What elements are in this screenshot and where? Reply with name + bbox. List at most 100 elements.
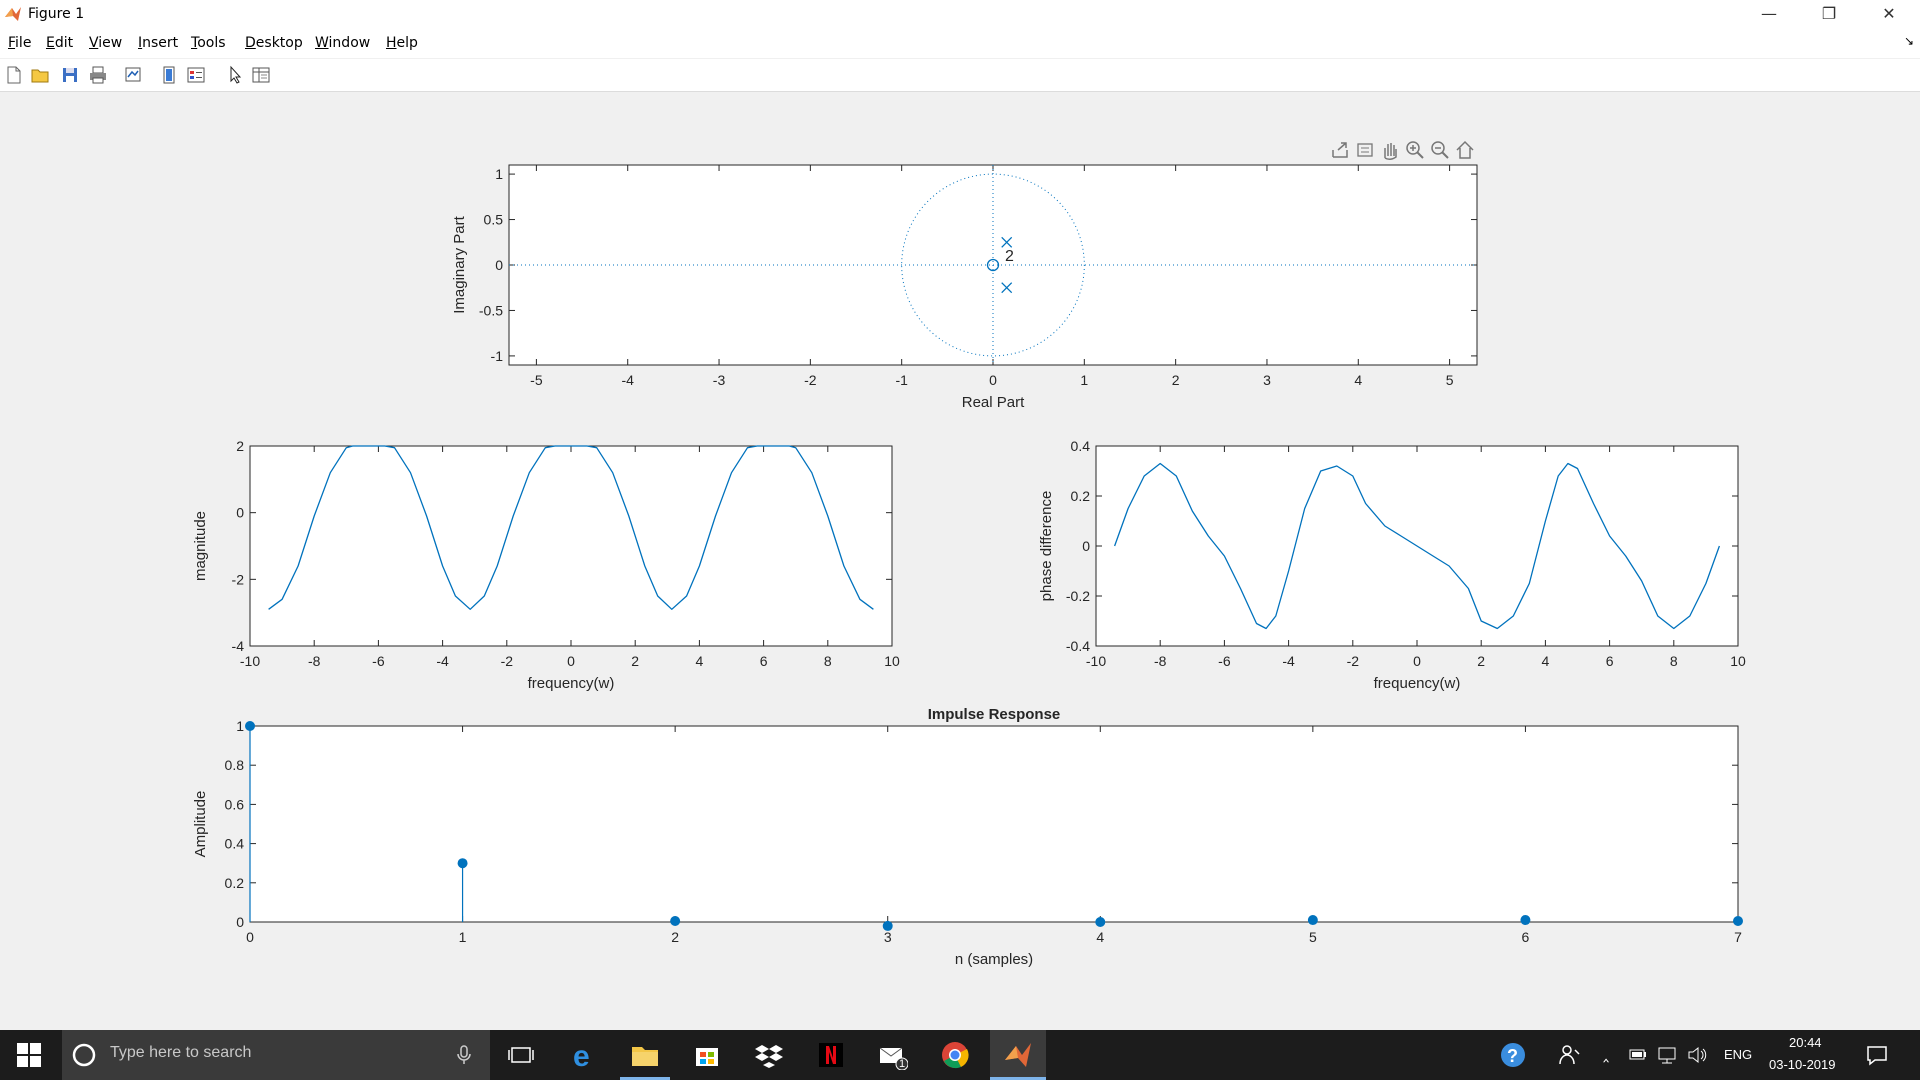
menu-insert[interactable]: Insert: [138, 35, 179, 51]
pan-icon-shape: [1384, 143, 1397, 161]
pz-zero-marker: [986, 258, 1000, 272]
pz-pole-stroke: [1001, 282, 1013, 294]
windows-start-icon[interactable]: [16, 1042, 42, 1068]
menu-help[interactable]: Help: [386, 35, 418, 51]
pole-zero-xtick-label: -4: [621, 372, 634, 388]
phase-ytick-label: 0.2: [1071, 488, 1091, 504]
task-view-icon[interactable]: [506, 1040, 536, 1070]
magnitude-axes-box: [249, 445, 893, 647]
matlab-icon[interactable]: [1003, 1040, 1033, 1070]
clock-date[interactable]: 03-10-2019: [1769, 1057, 1836, 1072]
pz-unit-circle: [901, 173, 1085, 357]
zoom-out-icon-handle: [1441, 151, 1449, 159]
magnitude-ytick-label: -4: [232, 638, 245, 654]
zoom-out-icon[interactable]: [1430, 140, 1450, 160]
impulse-stem-marker: [1095, 917, 1106, 927]
pan-icon-hitbox: [1380, 140, 1400, 160]
magnitude-series-line: [268, 445, 874, 610]
volume-icon[interactable]: [1686, 1044, 1708, 1066]
pole-zero-ytick-label: 1: [495, 166, 503, 182]
menu-desktop[interactable]: Desktop: [245, 35, 303, 51]
notifications-icon[interactable]: [1865, 1043, 1889, 1067]
magnitude-xtick-label: 8: [824, 653, 832, 669]
phase-xtick-label: 6: [1606, 653, 1614, 669]
pz-zero-multiplicity: 2: [1005, 248, 1014, 265]
cortana-icon: [72, 1043, 96, 1067]
open-file-icon[interactable]: [30, 65, 50, 85]
menu-edit[interactable]: Edit: [46, 35, 74, 51]
minimize-button[interactable]: —: [1761, 4, 1777, 23]
print-icon[interactable]: [88, 65, 108, 85]
new-figure-icon[interactable]: [4, 65, 24, 85]
microphone-icon[interactable]: [454, 1044, 474, 1066]
pan-icon[interactable]: [1380, 140, 1400, 161]
home-icon[interactable]: [1455, 140, 1475, 160]
network-icon[interactable]: [1656, 1044, 1678, 1066]
magnitude-ytick-label: 0: [236, 505, 244, 521]
edit-plot-icon[interactable]: [225, 65, 245, 85]
impulse-xlabel: n (samples): [955, 951, 1033, 968]
show-hidden-icons-icon[interactable]: ‸: [1603, 1042, 1610, 1062]
insert-colorbar-icon[interactable]: [159, 65, 179, 85]
phase-series-line: [1113, 462, 1721, 630]
menu-window[interactable]: Window: [315, 35, 371, 51]
property-inspector-icon[interactable]: [251, 65, 271, 85]
menu-view[interactable]: View: [89, 35, 123, 51]
file-explorer-icon[interactable]: [630, 1040, 660, 1070]
pole-zero-xtick-label: 3: [1263, 372, 1271, 388]
phase-xtick-label: -10: [1086, 653, 1106, 669]
pole-zero-xtick-label: 1: [1080, 372, 1088, 388]
impulse-stem-marker: [245, 721, 255, 731]
language-indicator[interactable]: ENG: [1724, 1047, 1753, 1062]
netflix-icon[interactable]: [816, 1040, 846, 1070]
help-icon[interactable]: ?: [1498, 1040, 1528, 1070]
taskbar-search-box[interactable]: [62, 1030, 490, 1080]
active-app-indicator: [620, 1077, 670, 1080]
magnitude-xtick-label: -10: [240, 653, 260, 669]
magnitude-xtick-label: 4: [696, 653, 704, 669]
close-button[interactable]: ✕: [1882, 4, 1896, 23]
zoom-in-icon[interactable]: [1405, 140, 1425, 160]
pz-pole-stroke: [1001, 236, 1013, 248]
dock-arrow-icon[interactable]: ↘: [1903, 34, 1914, 48]
menu-tools[interactable]: Tools: [191, 35, 226, 51]
magnitude-ytick-label: 2: [236, 438, 244, 454]
dropbox-icon[interactable]: [754, 1040, 784, 1070]
phase-ytick-label: -0.4: [1066, 638, 1090, 654]
mail-icon[interactable]: [878, 1040, 908, 1070]
save-icon[interactable]: [60, 65, 80, 85]
link-plot-icon[interactable]: [123, 65, 143, 85]
menu-file[interactable]: File: [8, 35, 32, 51]
store-icon[interactable]: [692, 1040, 722, 1070]
phase-xtick-label: 10: [1730, 653, 1746, 669]
zoom-in-icon-handle: [1416, 151, 1424, 159]
impulse-ytick-label: 0.8: [225, 757, 245, 773]
clock-time[interactable]: 20:44: [1789, 1035, 1822, 1050]
export-icon[interactable]: [1330, 140, 1350, 160]
impulse-xtick-label: 4: [1096, 929, 1104, 945]
brush-icon[interactable]: [1355, 140, 1375, 160]
insert-legend-icon[interactable]: [186, 65, 206, 85]
impulse-xtick-label: 7: [1734, 929, 1742, 945]
search-placeholder: Type here to search: [110, 1044, 252, 1061]
zoom-in-icon-lens: [1406, 141, 1420, 155]
pz-pole-marker: [1001, 282, 1013, 294]
window-title: Figure 1: [28, 6, 85, 22]
pole-zero-xtick-label: -1: [895, 372, 908, 388]
chrome-icon[interactable]: [940, 1040, 970, 1070]
battery-icon[interactable]: [1628, 1044, 1648, 1066]
restore-button[interactable]: ❐: [1821, 4, 1837, 23]
people-icon[interactable]: [1555, 1040, 1585, 1070]
impulse-stem-marker: [457, 858, 468, 869]
edge-icon[interactable]: e: [570, 1040, 600, 1070]
figure-toolbar: [0, 59, 1920, 92]
title-bar: Figure 1 — ❐ ✕: [0, 0, 1920, 30]
pole-zero-ytick-label: 0.5: [484, 212, 504, 228]
mail-badge: 1: [899, 1058, 906, 1070]
magnitude-xtick-label: -4: [436, 653, 449, 669]
impulse-ytick-label: 1: [236, 718, 244, 734]
export-icon-shape: [1332, 142, 1348, 158]
impulse-ytick-label: 0.6: [225, 796, 245, 812]
pole-zero-xtick-label: 2: [1172, 372, 1180, 388]
